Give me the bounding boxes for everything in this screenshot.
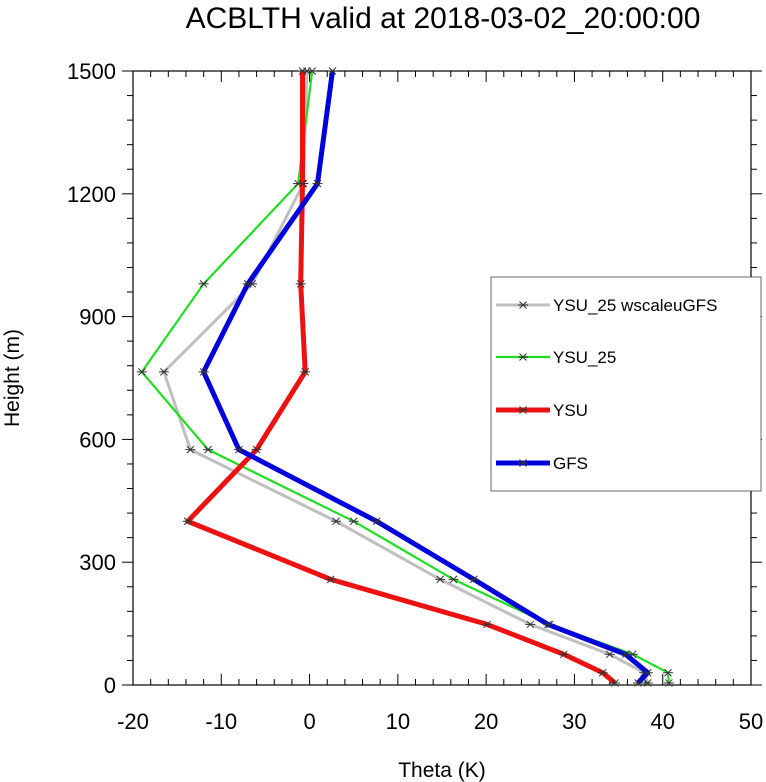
legend-label: YSU_25 wscaleuGFS xyxy=(553,296,717,315)
axes: -20 -10 0 10 20 30 40 50 0 300 600 900 1200 1500 xyxy=(67,59,763,734)
data-point xyxy=(185,445,196,454)
data-point xyxy=(158,368,169,376)
data-point xyxy=(371,517,382,526)
series-ysu-25 xyxy=(136,67,674,687)
x-tick-label: 50 xyxy=(739,709,763,734)
x-tick-label: 0 xyxy=(303,709,315,734)
data-point xyxy=(136,368,147,376)
data-point xyxy=(242,279,253,288)
data-point xyxy=(597,668,608,677)
y-tick-label: 900 xyxy=(79,305,116,330)
data-point xyxy=(604,650,615,659)
data-point xyxy=(525,620,536,629)
data-point xyxy=(435,575,446,584)
data-point xyxy=(295,279,306,288)
data-point xyxy=(448,575,459,584)
legend-label: YSU xyxy=(553,401,588,420)
legend: YSU_25 wscaleuGFS YSU_25 YSU GFS xyxy=(490,276,762,492)
series-ysu xyxy=(182,67,621,687)
legend-item: YSU_25 wscaleuGFS xyxy=(496,296,717,315)
legend-box xyxy=(490,276,762,492)
data-point xyxy=(468,575,479,584)
data-point xyxy=(233,445,244,454)
series-gfs xyxy=(198,67,653,687)
data-point xyxy=(663,668,674,677)
legend-item: YSU xyxy=(496,401,588,420)
legend-item: GFS xyxy=(496,454,588,473)
y-axis-label: Height (m) xyxy=(1,329,24,427)
series-group xyxy=(136,67,674,687)
y-tick-label: 0 xyxy=(104,673,116,698)
legend-label: GFS xyxy=(553,454,588,473)
x-tick-label: 30 xyxy=(562,709,586,734)
data-point xyxy=(182,517,193,526)
data-point xyxy=(348,517,359,526)
data-point xyxy=(663,679,674,687)
data-point xyxy=(325,575,336,584)
data-point xyxy=(642,668,653,677)
y-tick-label: 1200 xyxy=(67,182,116,207)
data-point xyxy=(297,179,308,188)
data-point xyxy=(331,517,342,526)
x-tick-label: 20 xyxy=(474,709,498,734)
data-point xyxy=(642,679,653,687)
data-point xyxy=(610,679,621,687)
data-point xyxy=(203,445,214,454)
data-point xyxy=(297,67,308,75)
chart-title: ACBLTH valid at 2018-03-02_20:00:00 xyxy=(186,2,701,35)
data-point xyxy=(251,445,262,454)
data-point xyxy=(307,67,318,75)
y-tick-label: 1500 xyxy=(67,59,116,84)
data-point xyxy=(482,620,493,629)
y-tick-label: 600 xyxy=(79,427,116,452)
data-point xyxy=(542,620,553,629)
x-tick-label: 10 xyxy=(386,709,410,734)
x-axis-label: Theta (K) xyxy=(398,759,486,782)
legend-marker xyxy=(518,459,528,467)
data-point xyxy=(198,368,209,376)
legend-label: YSU_25 xyxy=(553,348,616,367)
data-point xyxy=(312,179,323,188)
data-point xyxy=(327,67,338,75)
data-point xyxy=(620,650,631,659)
data-point xyxy=(198,279,209,288)
y-tick-label: 300 xyxy=(79,550,116,575)
legend-item: YSU_25 xyxy=(496,348,616,367)
data-point xyxy=(300,368,311,376)
data-point xyxy=(632,679,643,687)
x-tick-label: -20 xyxy=(117,709,149,734)
x-tick-label: -10 xyxy=(205,709,237,734)
x-tick-label: 40 xyxy=(650,709,674,734)
legend-marker xyxy=(518,353,528,361)
data-point xyxy=(558,650,569,659)
legend-marker xyxy=(518,301,528,309)
legend-marker xyxy=(518,406,528,414)
